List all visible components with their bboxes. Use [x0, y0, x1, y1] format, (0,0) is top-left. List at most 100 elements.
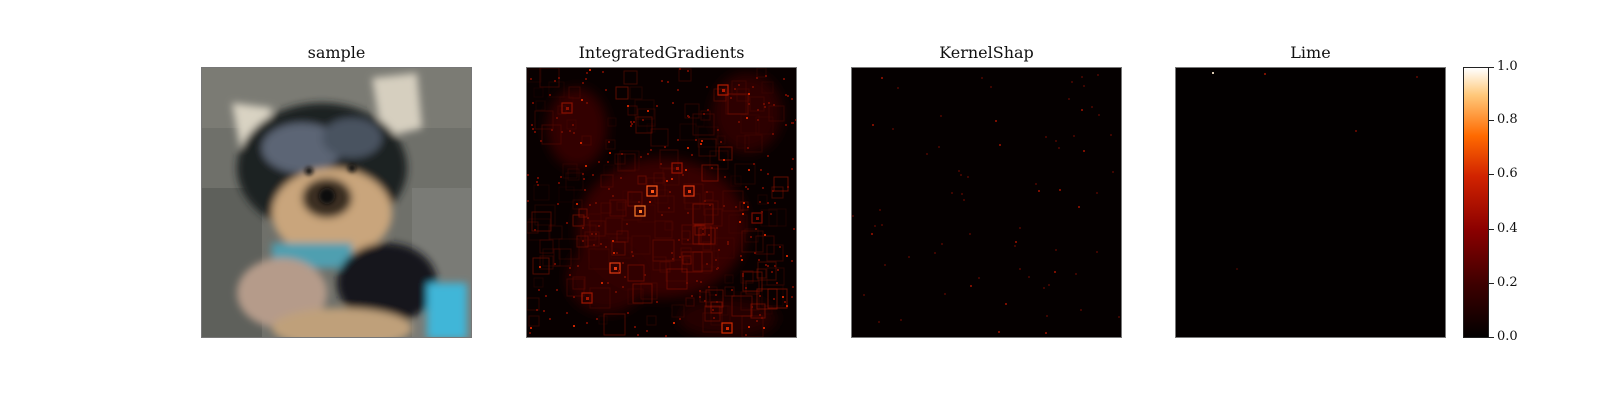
sample-image	[201, 67, 472, 338]
colorbar-tick-label: 0.0	[1497, 329, 1518, 344]
ig-hot-spot	[581, 292, 593, 304]
ig-pixel	[770, 213, 772, 215]
ig-pixel	[554, 80, 556, 82]
ig-grid-cell	[600, 202, 612, 214]
lime-pixel	[1236, 268, 1238, 270]
heatmap-kernelshap	[851, 67, 1122, 338]
ig-pixel	[716, 227, 718, 229]
ks-pixel	[1028, 276, 1030, 278]
ig-grid-cell	[539, 239, 554, 254]
ks-pixel	[944, 293, 946, 295]
ig-grid-cell	[637, 175, 647, 185]
ks-pixel	[926, 153, 928, 155]
ig-grid-cell	[588, 213, 602, 227]
ig-pixel	[566, 312, 568, 314]
ig-grid-cell	[698, 138, 717, 157]
ig-grid-cell	[716, 135, 726, 145]
ig-grid-cell	[697, 126, 719, 148]
ig-pixel	[761, 211, 763, 213]
ig-hot-spot	[634, 205, 646, 217]
ks-pixel	[938, 146, 940, 148]
ig-hot-spot	[717, 84, 729, 96]
ig-pixel	[576, 203, 578, 205]
ig-pixel	[716, 301, 718, 303]
ig-pixel	[767, 155, 769, 157]
ig-pixel	[591, 233, 593, 235]
ig-grid-cell	[616, 230, 629, 243]
ig-hot-pixel	[676, 167, 679, 170]
ig-pixel	[595, 233, 597, 235]
ig-pixel	[687, 239, 689, 241]
ig-pixel	[558, 182, 560, 184]
ig-pixel	[596, 318, 598, 320]
ks-pixel	[892, 128, 894, 130]
ig-pixel	[742, 273, 744, 275]
ig-pixel	[748, 169, 750, 171]
ig-pixel	[776, 282, 778, 284]
ig-grid-cell	[704, 191, 714, 201]
ig-pixel	[585, 78, 587, 80]
ig-pixel	[792, 158, 794, 160]
ks-pixel	[878, 321, 880, 323]
ig-pixel	[549, 94, 551, 96]
ks-pixel	[1096, 192, 1098, 194]
ks-pixel	[1054, 271, 1056, 273]
ig-pixel	[572, 124, 574, 126]
ig-pixel	[685, 169, 687, 171]
ks-pixel	[900, 319, 902, 321]
ig-pixel	[704, 300, 706, 302]
ig-pixel	[717, 267, 719, 269]
ig-grid-cell	[542, 248, 561, 267]
ks-pixel	[871, 233, 873, 235]
ig-grid-lines	[527, 68, 789, 337]
ig-grid-cell	[692, 251, 713, 272]
colorbar-tick-mark	[1489, 174, 1494, 175]
ks-pixel	[1071, 81, 1073, 83]
ig-grid-cell	[659, 149, 679, 169]
ig-pixel	[612, 240, 614, 242]
ig-grid-cell	[534, 110, 554, 130]
ig-pixel	[707, 109, 709, 111]
lime-pixel	[1355, 130, 1357, 132]
ks-pixel	[1097, 74, 1099, 76]
ig-pixel	[752, 86, 754, 88]
ig-grid-cell	[631, 235, 651, 255]
ig-grid-cell	[565, 172, 584, 191]
ig-highlight-spots	[527, 68, 796, 337]
ig-pixel	[723, 159, 725, 161]
ig-pixel	[711, 167, 713, 169]
ig-grid-cell	[527, 297, 540, 311]
ks-pixel	[881, 224, 883, 226]
ig-grid-cell	[588, 248, 610, 270]
ig-hot-spot	[751, 212, 763, 224]
ig-grid-cell	[666, 268, 688, 290]
ig-grid-cell	[637, 108, 656, 127]
ig-grid-cell	[594, 235, 610, 251]
ig-pixel	[618, 270, 620, 272]
ig-pixel	[792, 286, 794, 288]
ks-pixel	[967, 176, 969, 178]
ig-pixel	[582, 173, 584, 175]
ig-pixel	[660, 163, 662, 165]
ig-pixel	[763, 103, 765, 105]
ig-grid-cell	[682, 255, 692, 265]
ig-pixel	[534, 229, 536, 231]
ig-pixel	[783, 78, 785, 80]
ig-grid-cell	[678, 68, 692, 82]
ig-grid-cell	[572, 214, 585, 227]
ig-pixel	[667, 81, 669, 83]
ks-pixel	[881, 77, 883, 79]
ig-hot-pixel	[722, 89, 725, 92]
ig-pixel	[792, 122, 794, 124]
ig-grid-cell	[725, 93, 747, 115]
ig-pixel	[773, 298, 775, 300]
ig-pixel	[656, 105, 658, 107]
ks-pixel	[990, 86, 992, 88]
ig-hot-pixel	[756, 217, 759, 220]
ig-pixel	[699, 296, 701, 298]
colorbar-tick-mark	[1489, 120, 1494, 121]
colorbar	[1463, 67, 1489, 338]
ig-pixel	[677, 89, 679, 91]
ig-pixel	[665, 335, 667, 337]
ig-pixel	[706, 263, 708, 265]
